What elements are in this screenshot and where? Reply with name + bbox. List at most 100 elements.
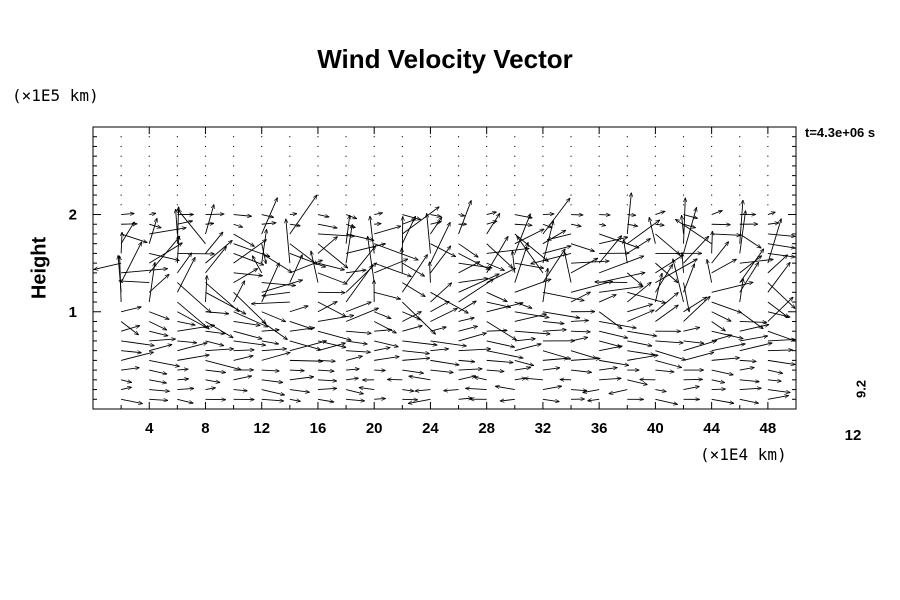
wind-vector xyxy=(374,243,418,260)
calm-point xyxy=(317,175,319,177)
wind-vector xyxy=(374,262,411,276)
calm-point xyxy=(317,194,319,196)
wind-vector xyxy=(289,243,317,265)
wind-vector xyxy=(570,281,612,293)
wind-vector xyxy=(233,291,266,323)
wind-vector xyxy=(374,213,382,215)
wind-vector xyxy=(624,240,628,264)
calm-point xyxy=(317,204,319,206)
wind-vector xyxy=(655,293,678,313)
calm-point xyxy=(345,145,347,148)
wind-vector xyxy=(205,240,232,264)
calm-point xyxy=(767,184,769,186)
wind-vector xyxy=(711,358,740,361)
wind-vector xyxy=(205,369,225,372)
calm-point xyxy=(289,165,291,167)
wind-vector xyxy=(627,220,659,245)
calm-point xyxy=(148,136,150,138)
wind-vector xyxy=(374,291,400,299)
wind-vector xyxy=(570,292,590,303)
calm-point xyxy=(682,155,685,157)
wind-vector xyxy=(767,255,788,274)
wind-vector xyxy=(767,233,795,236)
wind-vector xyxy=(683,264,695,293)
wind-vector xyxy=(402,369,423,373)
wind-vector xyxy=(655,305,678,322)
wind-vector xyxy=(599,368,617,371)
wind-vector xyxy=(542,398,559,401)
wind-vector xyxy=(711,211,723,215)
wind-vector xyxy=(346,351,370,353)
wind-vector xyxy=(374,340,398,347)
wind-vector xyxy=(430,243,455,257)
wind-vector xyxy=(627,310,654,322)
wind-vector xyxy=(261,311,286,322)
calm-point xyxy=(317,136,319,138)
grid-dots xyxy=(120,136,769,206)
calm-point xyxy=(261,145,263,148)
wind-vector xyxy=(430,301,449,313)
wind-vector xyxy=(739,262,759,293)
wind-vector xyxy=(486,262,505,270)
calm-point xyxy=(345,175,347,177)
wind-vector xyxy=(767,219,781,264)
wind-vector xyxy=(345,389,363,394)
wind-vector xyxy=(345,225,352,264)
wind-vector xyxy=(627,340,652,346)
wind-vector xyxy=(627,350,654,355)
x-tick-label: 36 xyxy=(591,420,608,437)
wind-vector xyxy=(317,398,334,402)
calm-point xyxy=(345,194,347,196)
wind-vector xyxy=(458,279,494,303)
wind-vector xyxy=(767,262,790,293)
wind-vector xyxy=(252,256,263,274)
wind-vector xyxy=(458,253,490,269)
wind-vector xyxy=(205,359,240,369)
wind-vector xyxy=(599,378,621,379)
wind-vector xyxy=(233,233,255,246)
wind-vector xyxy=(345,215,350,244)
wind-vector xyxy=(767,369,783,373)
wind-vector xyxy=(514,224,532,225)
wind-vector xyxy=(711,259,737,274)
calm-point xyxy=(176,204,178,206)
calm-point xyxy=(739,175,741,177)
wind-vector xyxy=(317,380,337,381)
wind-vector xyxy=(547,233,572,240)
calm-point xyxy=(373,175,375,177)
wind-vector xyxy=(261,379,283,383)
wind-vector xyxy=(583,389,600,393)
calm-point xyxy=(148,175,150,177)
wind-vector xyxy=(177,311,206,328)
wind-vector xyxy=(599,321,636,328)
calm-point xyxy=(570,145,572,148)
wind-vector xyxy=(486,212,497,214)
calm-point xyxy=(204,184,207,186)
calm-point xyxy=(204,165,207,167)
wind-vector xyxy=(345,246,376,283)
calm-point xyxy=(542,145,544,148)
calm-point xyxy=(739,204,741,206)
wind-vector xyxy=(673,259,684,303)
wind-vector xyxy=(514,214,531,254)
wind-vector xyxy=(205,312,228,314)
wind-vector xyxy=(599,237,628,245)
calm-point xyxy=(176,145,178,148)
calm-point xyxy=(598,184,600,186)
wind-vector xyxy=(739,325,769,332)
calm-point xyxy=(261,204,263,206)
calm-point xyxy=(542,136,544,138)
wind-vector xyxy=(767,389,790,393)
wind-vector xyxy=(649,218,656,244)
calm-point xyxy=(711,194,713,196)
wind-vector xyxy=(739,388,761,389)
wind-vector xyxy=(514,330,550,334)
calm-point xyxy=(373,136,375,138)
calm-point xyxy=(570,155,572,157)
wind-vector xyxy=(121,340,154,346)
calm-point xyxy=(261,136,263,138)
wind-vector xyxy=(374,311,391,319)
wind-vector xyxy=(374,357,399,361)
wind-vector xyxy=(177,341,196,343)
wind-vector xyxy=(430,262,431,283)
